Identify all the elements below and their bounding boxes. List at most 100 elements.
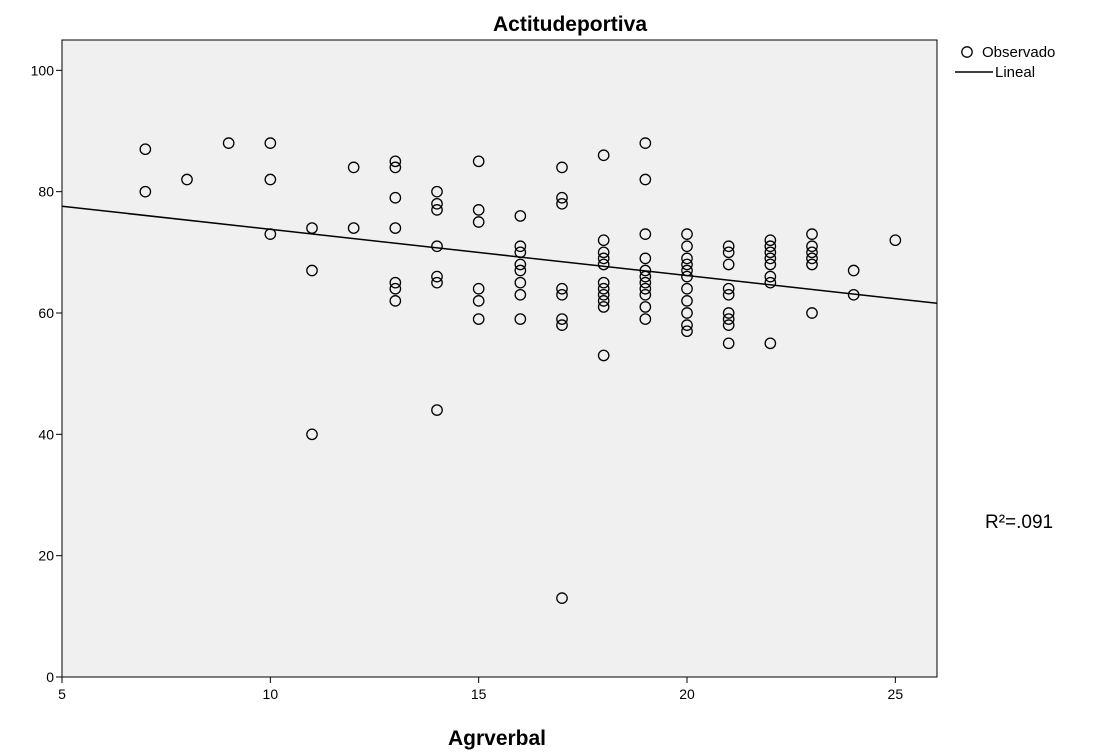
data-point [764,270,777,283]
x-tick-label: 10 [263,686,279,702]
data-point [847,288,860,301]
data-point [556,319,568,331]
data-point [431,204,443,216]
data-point [806,240,818,253]
data-point [472,313,485,325]
data-point [472,282,485,295]
data-point [389,155,402,168]
x-tick-label: 20 [679,686,695,702]
data-point [556,288,568,301]
x-tick-label: 15 [471,686,487,702]
data-point [639,252,652,265]
data-point [639,276,652,289]
data-point [556,161,568,174]
data-point [639,270,652,283]
data-point [681,307,693,319]
data-point [431,404,443,416]
data-point [681,264,693,277]
data-point [597,234,610,247]
data-point [514,288,527,301]
data-point [556,313,568,325]
data-point [722,258,735,271]
data-point [722,319,735,331]
plot-area [61,39,938,678]
data-point [264,173,277,186]
data-point [514,246,527,259]
data-point [431,270,443,283]
x-tick-label: 25 [888,686,904,702]
data-point [681,240,693,253]
r-squared-annotation: R²=.091 [985,512,1053,533]
legend-label-lineal: Lineal [995,64,1035,81]
data-point [681,228,693,240]
data-point [472,204,485,216]
data-point [806,228,818,240]
legend-label-observado: Observado [982,44,1055,61]
data-point [264,137,277,149]
data-point [139,185,152,198]
data-point [306,428,318,441]
data-point [306,222,318,234]
data-point [764,246,777,259]
y-axis: 0 20 40 60 80 100 [31,62,62,685]
data-point [514,240,527,253]
y-tick-label: 60 [38,305,54,321]
data-point [681,252,693,265]
data-point [639,228,652,240]
data-point [764,276,777,289]
data-point [764,240,777,253]
data-point [681,282,693,295]
data-point [722,313,735,325]
data-point [639,137,652,149]
data-point [556,197,568,210]
data-point [764,252,777,265]
data-point [639,282,652,295]
data-point [639,264,652,277]
data-point [597,288,610,301]
data-point [389,161,402,174]
data-point [889,234,902,247]
data-point [514,276,527,289]
data-point [222,137,235,149]
data-point [264,228,277,240]
fit-line-group [61,205,938,305]
data-point [681,270,693,283]
data-point [514,258,527,271]
data-point [431,185,443,198]
data-point [389,282,402,295]
data-point [139,143,152,156]
data-point [806,307,818,319]
data-point [597,349,610,362]
data-point [347,161,360,174]
legend-marker-observado [961,46,973,58]
data-point [597,276,610,289]
data-point [722,307,735,319]
data-point [306,264,318,277]
data-point [472,216,485,228]
data-point [556,592,568,604]
data-point [639,173,652,186]
fit-line [61,205,938,305]
data-point [472,155,485,168]
data-point [431,276,443,289]
data-point [764,234,777,247]
data-point [389,295,402,307]
data-point [556,191,568,204]
data-point [764,337,777,350]
chart-title: Actitudeportiva [493,13,647,36]
data-point [597,258,610,271]
data-point [597,295,610,307]
data-point [722,240,735,253]
data-point [681,295,693,307]
data-point [806,252,818,265]
data-point [722,288,735,301]
data-point [722,282,735,295]
data-point [681,319,693,331]
data-point [181,173,193,186]
data-point [806,246,818,259]
x-axis-title: Agrverbal [448,727,546,750]
y-tick-label: 20 [38,548,54,564]
data-point [431,240,443,253]
data-point [764,258,777,271]
